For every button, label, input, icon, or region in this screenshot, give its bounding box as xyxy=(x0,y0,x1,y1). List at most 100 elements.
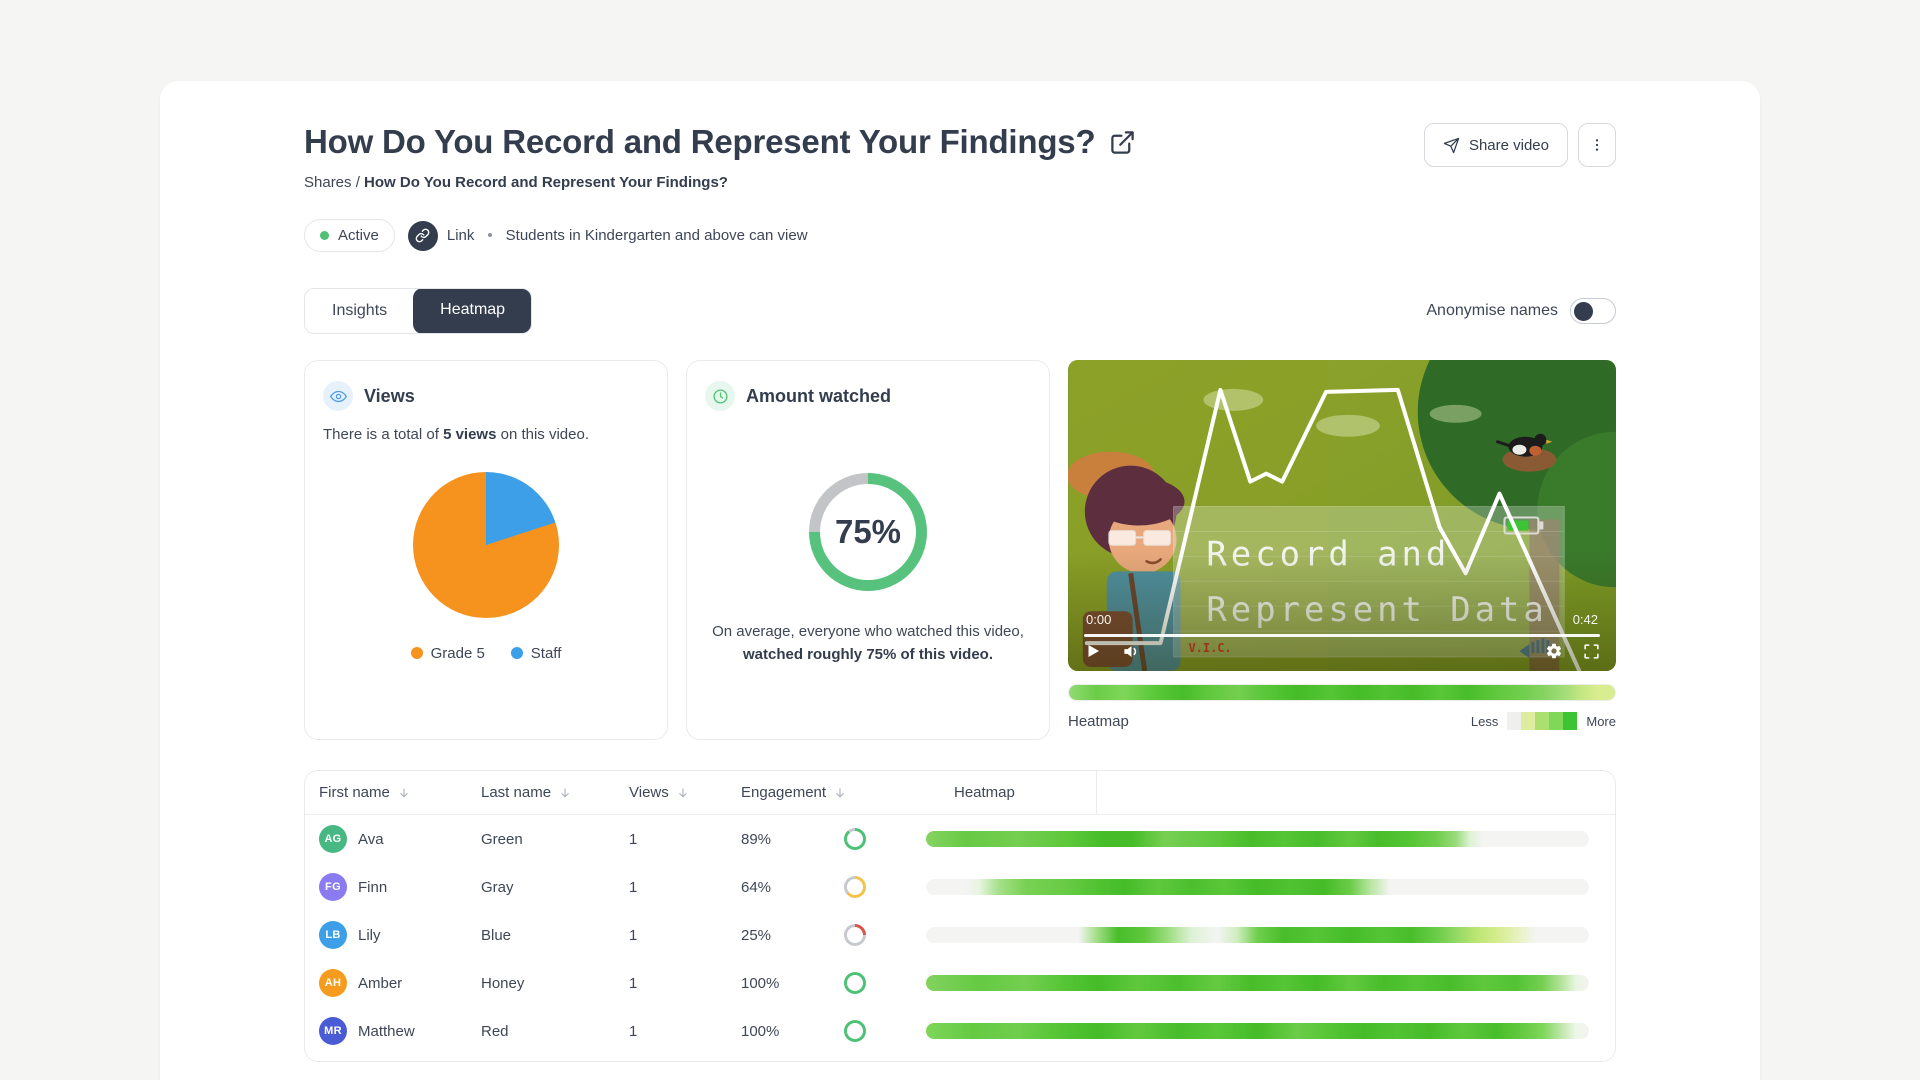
kebab-menu-icon xyxy=(1595,139,1599,151)
avatar: AG xyxy=(319,825,347,853)
amount-donut: 75% xyxy=(809,473,927,591)
amount-watched-card: Amount watched 75% On average, everyone … xyxy=(686,360,1050,740)
views-card-title: Views xyxy=(364,385,415,406)
clock-icon xyxy=(705,381,735,411)
video-player[interactable]: Record and Represent Data V.I.C. xyxy=(1068,360,1616,671)
sort-icon xyxy=(836,787,844,797)
video-thumbnail: Record and Represent Data V.I.C. xyxy=(1068,360,1616,671)
avatar: AH xyxy=(319,969,347,997)
sort-icon xyxy=(679,787,687,797)
engagement-percent: 64% xyxy=(741,878,772,896)
heatmap-bar xyxy=(926,927,1589,943)
overlay-panel: Record and Represent Data V.I.C. xyxy=(1173,506,1565,659)
anonymise-toggle[interactable] xyxy=(1570,298,1616,324)
share-video-label: Share video xyxy=(1468,136,1549,154)
fullscreen-button[interactable] xyxy=(1583,643,1600,660)
table-row: FG Finn Gray 1 64% xyxy=(305,863,1615,911)
breadcrumb-section[interactable]: Shares xyxy=(304,174,352,191)
status-separator: • xyxy=(487,227,493,244)
breadcrumb-current: How Do You Record and Represent Your Fin… xyxy=(364,174,728,191)
scale-swatch xyxy=(1507,712,1522,730)
status-badge: Active xyxy=(304,219,395,252)
heatmap-label: Heatmap xyxy=(1068,712,1129,730)
first-name: Matthew xyxy=(358,1022,415,1040)
sort-icon xyxy=(400,787,408,797)
video-controls-shade xyxy=(1068,551,1616,671)
views-card: Views There is a total of 5 views on thi… xyxy=(304,360,668,740)
viewers-table: First name Last name Views Engagement He… xyxy=(304,770,1616,1062)
sort-icon xyxy=(561,787,569,797)
breadcrumb-separator: / xyxy=(355,174,360,191)
external-link-icon[interactable] xyxy=(1109,129,1136,156)
breadcrumb: Shares / How Do You Record and Represent… xyxy=(304,174,1136,191)
last-name: Blue xyxy=(481,926,512,944)
play-button[interactable] xyxy=(1084,642,1102,660)
column-views[interactable]: Views xyxy=(629,784,741,801)
first-name: Amber xyxy=(358,974,403,992)
current-time: 0:00 xyxy=(1086,612,1112,627)
views-count: 1 xyxy=(629,830,638,848)
heatmap-bar xyxy=(926,1023,1589,1039)
speaker-meter-icon xyxy=(1519,638,1550,659)
scale-more-label: More xyxy=(1586,713,1616,729)
heatmap-scale-legend: Less More xyxy=(1471,712,1616,730)
send-icon xyxy=(1443,137,1460,153)
views-count: 1 xyxy=(629,974,638,992)
scale-swatch xyxy=(1521,712,1536,730)
views-count: 1 xyxy=(629,926,638,944)
column-last-name[interactable]: Last name xyxy=(481,784,629,801)
more-options-button[interactable] xyxy=(1578,123,1616,167)
table-row: MR Matthew Red 1 100% xyxy=(305,1007,1615,1055)
share-video-button[interactable]: Share video xyxy=(1423,123,1568,167)
settings-button[interactable] xyxy=(1545,642,1563,660)
view-tabs: Insights Heatmap xyxy=(304,288,533,334)
heatmap-bar xyxy=(926,879,1589,895)
views-count: 1 xyxy=(629,878,638,896)
link-chip: Link xyxy=(407,220,474,251)
amount-percent: 75% xyxy=(834,513,902,550)
heatmap-scale xyxy=(1507,712,1578,730)
column-engagement[interactable]: Engagement xyxy=(741,784,926,801)
engagement-percent: 100% xyxy=(741,974,780,992)
video-title-line1: Record and xyxy=(1206,534,1450,573)
active-label: Active xyxy=(338,227,379,244)
grade5-dot xyxy=(410,647,423,660)
first-name: Ava xyxy=(358,830,384,848)
first-name: Finn xyxy=(358,878,388,896)
first-name: Lily xyxy=(358,926,381,944)
column-heatmap: Heatmap xyxy=(926,771,1589,814)
legend-item-grade5: Grade 5 xyxy=(410,645,485,662)
engagement-percent: 25% xyxy=(741,926,772,944)
status-row: Active Link • Students in Kindergarten a… xyxy=(304,219,1616,252)
volume-button[interactable] xyxy=(1122,642,1141,661)
last-name: Red xyxy=(481,1022,509,1040)
engagement-ring xyxy=(844,876,866,898)
mountain-line-graph xyxy=(1084,387,1582,671)
scale-less-label: Less xyxy=(1470,713,1499,729)
scale-swatch xyxy=(1535,712,1550,730)
seek-bar[interactable] xyxy=(1084,634,1600,637)
column-first-name[interactable]: First name xyxy=(319,784,481,801)
video-title-line2: Represent Data xyxy=(1206,590,1547,629)
legend-item-staff: Staff xyxy=(510,645,561,662)
views-summary: There is a total of 5 views on this vide… xyxy=(323,426,589,443)
scale-swatch xyxy=(1563,712,1578,730)
engagement-percent: 100% xyxy=(741,1022,780,1040)
engagement-ring xyxy=(844,828,866,850)
battery-icon xyxy=(1503,516,1544,535)
active-dot xyxy=(320,231,329,240)
scale-swatch xyxy=(1549,712,1564,730)
engagement-ring xyxy=(844,1020,866,1042)
views-count: 1 xyxy=(629,1022,638,1040)
views-legend: Grade 5 Staff xyxy=(323,645,649,662)
amount-card-title: Amount watched xyxy=(746,385,892,406)
video-watermark: V.I.C. xyxy=(1188,641,1231,655)
tab-insights[interactable]: Insights xyxy=(305,289,415,333)
video-duration: 0:42 xyxy=(1572,612,1598,627)
engagement-ring xyxy=(844,924,866,946)
engagement-percent: 89% xyxy=(741,830,772,848)
link-icon xyxy=(407,220,438,251)
tab-heatmap[interactable]: Heatmap xyxy=(413,289,532,333)
engagement-ring xyxy=(844,972,866,994)
avatar: MR xyxy=(319,1017,347,1045)
